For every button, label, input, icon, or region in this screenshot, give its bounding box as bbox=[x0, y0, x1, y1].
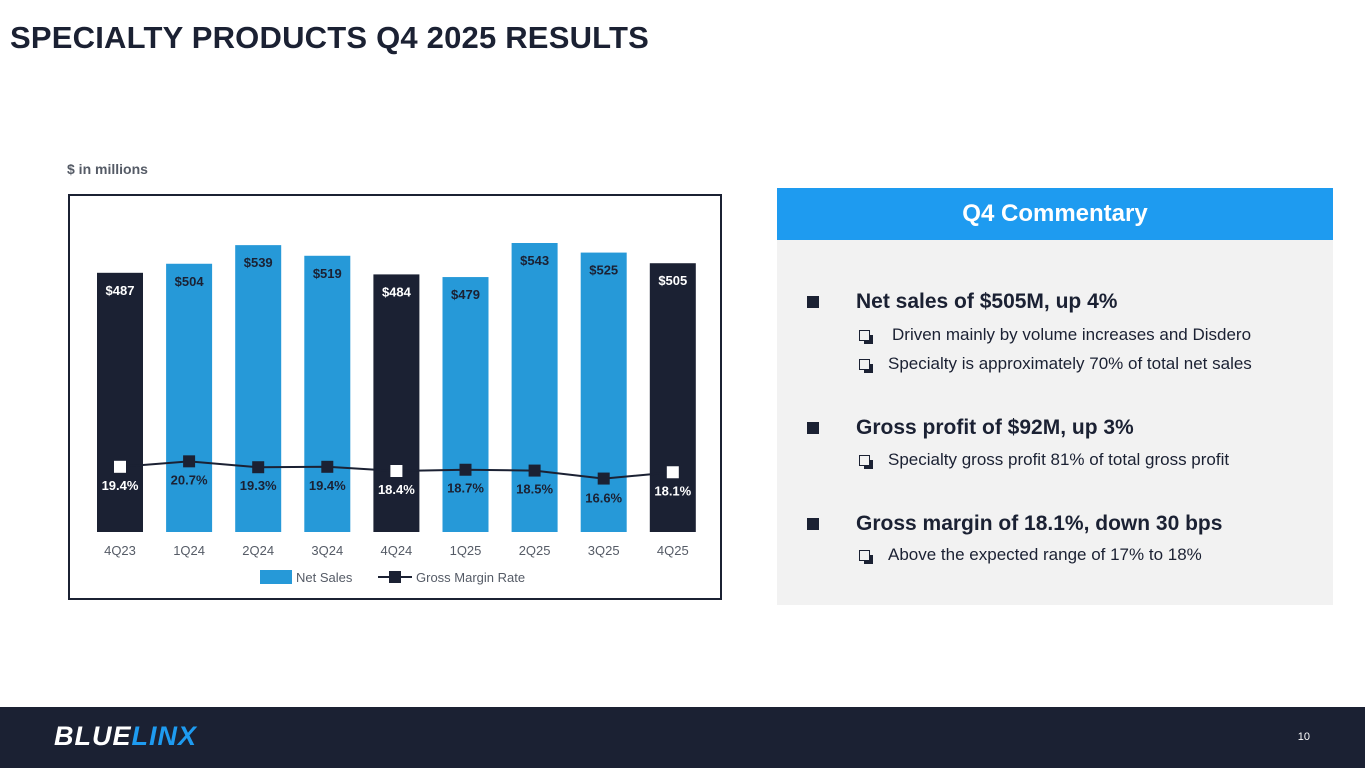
net-sales-margin-chart: $487 4Q23 $504 1Q24 $539 2Q24 $519 3Q24 $484 4Q24… bbox=[97, 243, 696, 585]
bar-value-label: $505 bbox=[658, 273, 687, 288]
commentary-title: Q4 Commentary bbox=[777, 188, 1333, 240]
net-sales-bar bbox=[97, 272, 143, 532]
margin-value-label: 18.5% bbox=[516, 482, 553, 497]
bar-value-label: $479 bbox=[451, 287, 480, 302]
square-bullet-icon bbox=[807, 296, 819, 308]
checkbox-bullet-icon bbox=[859, 329, 873, 344]
margin-point-marker bbox=[252, 461, 265, 474]
legend-swatch-net-sales bbox=[260, 570, 292, 584]
x-tick-label: 4Q25 bbox=[657, 543, 689, 558]
commentary-bullet-text: Gross margin of 18.1%, down 30 bps bbox=[856, 512, 1223, 535]
commentary-sub-bullet: Above the expected range of 17% to 18% bbox=[859, 545, 1202, 565]
margin-value-label: 16.6% bbox=[585, 491, 622, 506]
square-bullet-icon bbox=[807, 518, 819, 530]
bar-value-label: $487 bbox=[106, 283, 135, 298]
margin-value-label: 20.7% bbox=[171, 472, 208, 487]
net-sales-bar bbox=[649, 263, 696, 532]
checkbox-bullet-icon bbox=[859, 358, 873, 373]
margin-value-label: 19.4% bbox=[102, 478, 139, 493]
checkbox-bullet-icon bbox=[859, 454, 873, 469]
x-tick-label: 4Q23 bbox=[104, 543, 136, 558]
x-tick-label: 4Q24 bbox=[380, 543, 412, 558]
commentary-sub-bullet: Driven mainly by volume increases and Di… bbox=[859, 325, 1251, 345]
x-tick-label: 3Q24 bbox=[311, 543, 343, 558]
x-tick-label: 1Q24 bbox=[173, 543, 205, 558]
bluelinx-logo: BLUELINX bbox=[54, 721, 197, 752]
margin-point-marker bbox=[321, 460, 334, 473]
checkbox-bullet-icon bbox=[859, 549, 873, 564]
bar-value-label: $539 bbox=[244, 255, 273, 270]
bar-value-label: $525 bbox=[589, 263, 618, 278]
margin-point-marker bbox=[183, 455, 196, 468]
bar-value-label: $504 bbox=[175, 274, 205, 289]
square-bullet-icon bbox=[807, 422, 819, 434]
chart-frame: $487 4Q23 $504 1Q24 $539 2Q24 $519 3Q24 $484 4Q24… bbox=[68, 194, 722, 600]
commentary-bullet: Gross profit of $92M, up 3% bbox=[807, 416, 1134, 440]
commentary-sub-text: Driven mainly by volume increases and Di… bbox=[892, 325, 1252, 344]
footer-bar: BLUELINX 10 bbox=[0, 707, 1365, 768]
page-title: SPECIALTY PRODUCTS Q4 2025 RESULTS bbox=[10, 20, 650, 55]
logo-text-blue: BLUE bbox=[54, 721, 132, 751]
net-sales-bar bbox=[442, 277, 489, 532]
net-sales-bar bbox=[304, 255, 351, 532]
margin-point-marker bbox=[114, 460, 126, 473]
x-tick-label: 2Q25 bbox=[519, 543, 551, 558]
bar-value-label: $543 bbox=[520, 253, 549, 268]
commentary-bullet: Gross margin of 18.1%, down 30 bps bbox=[807, 512, 1222, 536]
margin-value-label: 19.3% bbox=[240, 478, 277, 493]
legend-marker-gross-margin bbox=[389, 571, 401, 583]
margin-point-marker bbox=[528, 464, 541, 477]
commentary-sub-text: Specialty gross profit 81% of total gros… bbox=[888, 450, 1230, 469]
net-sales-bar bbox=[166, 263, 213, 532]
units-note: $ in millions bbox=[67, 161, 148, 177]
net-sales-bar bbox=[235, 245, 282, 532]
x-tick-label: 3Q25 bbox=[588, 543, 620, 558]
net-sales-bar bbox=[373, 274, 420, 532]
commentary-sub-text: Above the expected range of 17% to 18% bbox=[888, 545, 1202, 564]
logo-text-linx: LINX bbox=[131, 721, 198, 751]
margin-value-label: 18.7% bbox=[447, 481, 484, 496]
page-number: 10 bbox=[1297, 731, 1310, 743]
commentary-bullet-text: Net sales of $505M, up 4% bbox=[856, 290, 1118, 313]
commentary-sub-bullet: Specialty gross profit 81% of total gros… bbox=[859, 450, 1229, 470]
bar-value-label: $484 bbox=[382, 284, 412, 299]
margin-value-label: 18.1% bbox=[654, 483, 691, 498]
bar-value-label: $519 bbox=[313, 266, 342, 281]
margin-point-marker bbox=[597, 472, 610, 485]
margin-point-marker bbox=[459, 463, 472, 476]
net-sales-bar bbox=[580, 252, 627, 532]
legend-label-net-sales: Net Sales bbox=[296, 570, 353, 585]
commentary-panel: Q4 Commentary Net sales of $505M, up 4% … bbox=[777, 188, 1333, 605]
commentary-bullet: Net sales of $505M, up 4% bbox=[807, 290, 1117, 314]
margin-point-marker bbox=[666, 466, 679, 479]
margin-point-marker bbox=[390, 465, 403, 477]
x-tick-label: 1Q25 bbox=[450, 543, 482, 558]
margin-value-label: 18.4% bbox=[378, 482, 415, 497]
commentary-sub-bullet: Specialty is approximately 70% of total … bbox=[859, 354, 1252, 374]
margin-value-label: 19.4% bbox=[309, 478, 346, 493]
net-sales-bar bbox=[511, 243, 558, 532]
commentary-sub-text: Specialty is approximately 70% of total … bbox=[888, 354, 1252, 373]
commentary-bullet-text: Gross profit of $92M, up 3% bbox=[856, 416, 1134, 439]
legend-label-gross-margin: Gross Margin Rate bbox=[416, 570, 525, 585]
x-tick-label: 2Q24 bbox=[242, 543, 274, 558]
